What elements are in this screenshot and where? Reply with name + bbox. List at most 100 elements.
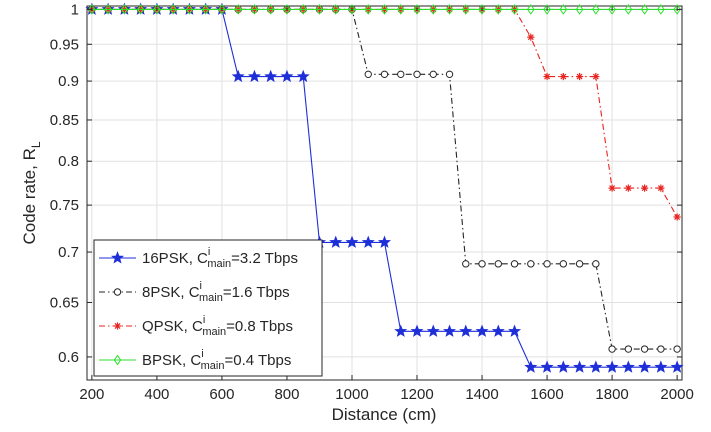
data-point [624,184,632,192]
data-point [559,4,568,15]
data-point [573,360,587,373]
y-axis-ticks: 0.6 0.65 0.7 0.75 0.8 0.85 0.9 0.95 1 [50,1,682,366]
data-point [361,235,375,248]
data-point [329,235,343,248]
data-point [638,360,652,373]
data-point [345,235,359,248]
x-tick-label: 200 [79,386,104,403]
x-axis-ticks: 200 400 600 800 1000 1200 1400 1600 1800 2000 [79,6,694,403]
legend-entry: 16PSK, Ci main=3.2 Tbps [99,246,298,270]
data-point [380,4,389,15]
data-point [510,4,519,15]
data-point [657,4,665,15]
data-point [641,184,649,192]
data-point [283,4,291,15]
legend-marker [113,322,122,330]
legend-marker [113,288,122,296]
series-line [91,8,678,218]
data-point [527,260,535,268]
y-tick-label: 1 [71,1,79,18]
legend-label-sup: i [208,246,210,258]
data-point [378,235,391,248]
x-tick-label: 1600 [530,386,563,403]
data-point [299,4,308,15]
data-point [364,70,372,79]
data-point [624,4,633,15]
data-point [88,4,96,15]
y-tick-label: 0.85 [50,112,79,129]
data-point [654,360,668,373]
data-point [201,4,210,15]
data-point [624,345,633,353]
data-point [218,4,226,15]
x-axis-label: Distance (cm) [332,405,437,424]
legend-label: 16PSK, Ci main=3.2 Tbps [142,246,298,270]
data-point [478,4,486,15]
legend-box [93,239,323,377]
data-point [234,4,243,15]
data-point [296,69,310,83]
data-point [559,260,568,268]
data-point [491,324,505,337]
legend-entry: BPSK, Ci main=0.4 Tbps [99,348,291,372]
series-qpsk-c [88,5,681,221]
y-tick-label: 0.65 [50,294,79,311]
x-tick-label: 600 [209,386,234,403]
data-point [621,360,635,373]
data-point [413,70,421,79]
data-point [475,324,489,337]
data-point [426,324,440,337]
data-point [559,72,567,81]
data-point [543,4,551,15]
x-tick-label: 800 [274,386,299,403]
legend-label-suffix: =0.8 Tbps [226,318,293,335]
data-point [266,4,275,15]
data-point [348,4,356,15]
data-point [413,4,421,15]
data-point [153,4,161,15]
data-point [380,70,389,79]
data-point [673,213,681,221]
data-point [592,260,600,268]
data-point [429,70,437,79]
data-point [543,260,551,268]
data-point [592,4,600,15]
legend-label-sub: main [202,326,226,338]
data-point [231,69,245,83]
x-tick-label: 400 [144,386,169,403]
data-point [461,4,470,15]
y-tick-label: 0.75 [50,197,79,214]
y-tick-label: 0.8 [58,153,79,170]
legend-entry: 8PSK, Ci main=1.6 Tbps [99,280,290,304]
data-point [494,4,503,15]
y-axis-label-base: Code rate, R [20,148,39,244]
data-point [169,4,177,15]
legend-label: 8PSK, Ci main=1.6 Tbps [142,280,290,304]
y-tick-label: 0.7 [58,244,79,261]
y-tick-label: 0.6 [58,349,79,366]
legend-label-name: BPSK, C [142,352,201,369]
legend-marker [111,251,124,264]
data-point [543,72,551,81]
x-tick-label: 1000 [335,386,368,403]
y-tick-label: 0.9 [58,73,79,90]
data-point [540,360,554,373]
data-point [640,345,649,353]
x-tick-label: 1800 [595,386,628,403]
legend-label-suffix: =1.6 Tbps [223,284,290,301]
y-axis-label: Code rate, RL [20,141,43,244]
data-point [494,260,502,268]
x-tick-label: 1400 [465,386,498,403]
data-point [657,345,665,353]
data-point [556,360,570,373]
series-bpsk-c [88,4,681,15]
data-point [605,360,619,373]
y-tick-label: 0.95 [50,36,79,53]
data-point [280,69,294,83]
data-point [673,345,681,353]
legend-label-sup: i [201,348,203,360]
data-point [397,70,405,79]
data-point [120,4,129,15]
data-point [445,70,454,79]
